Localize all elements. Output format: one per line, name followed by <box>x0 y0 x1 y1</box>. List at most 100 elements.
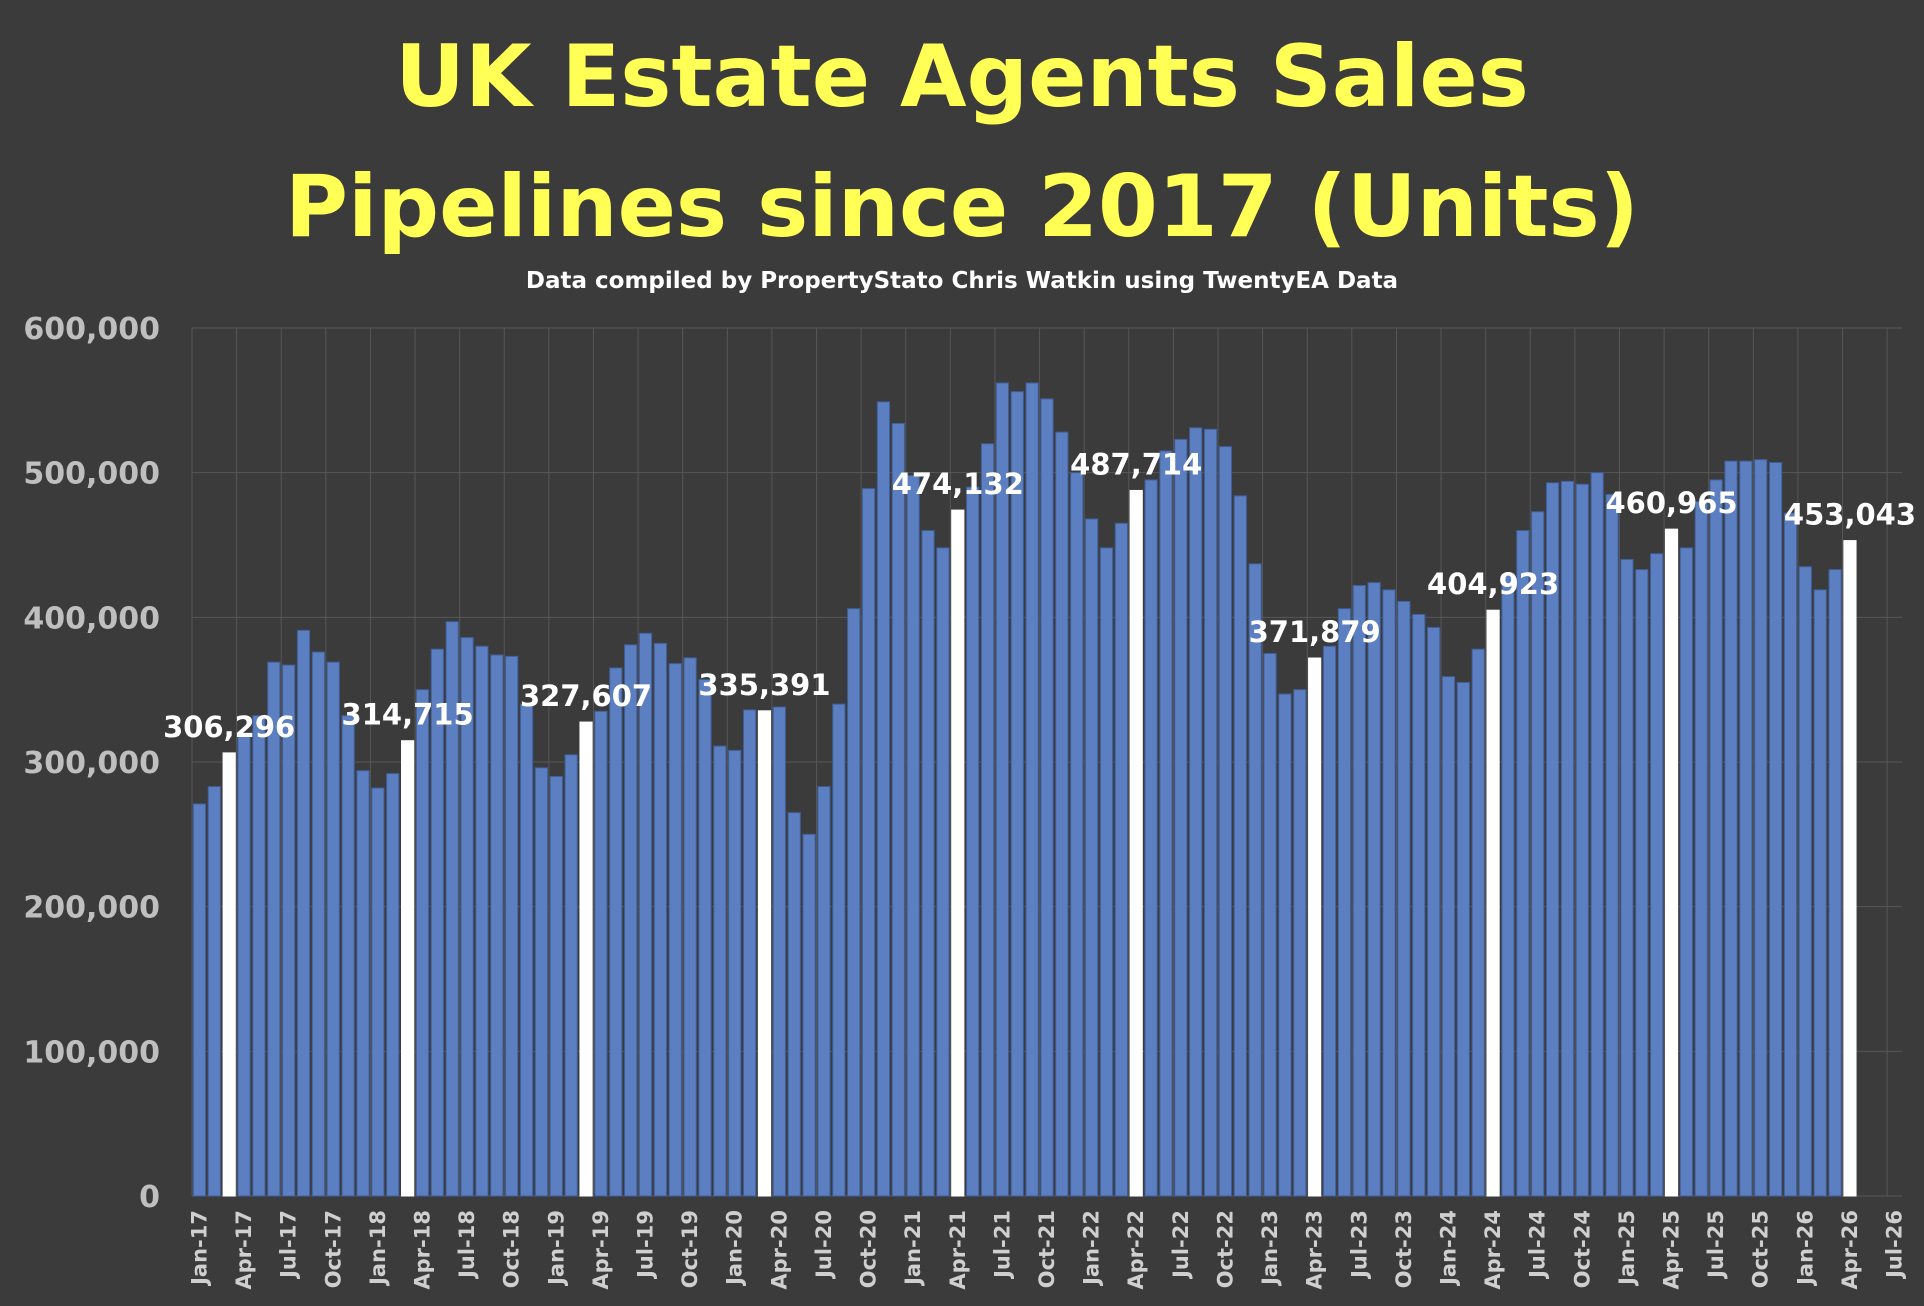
x-tick-label: Apr-20 <box>767 1210 791 1290</box>
highlighted-bar <box>1664 528 1679 1197</box>
bar <box>1382 589 1396 1197</box>
bar <box>445 621 459 1197</box>
bar <box>415 689 430 1197</box>
bar <box>505 655 519 1197</box>
x-tick-label: Apr-18 <box>410 1210 434 1290</box>
bar <box>1605 493 1619 1197</box>
x-tick-label: Jan-23 <box>1258 1210 1282 1287</box>
bar <box>1159 450 1173 1197</box>
x-tick-label: Jul-24 <box>1526 1210 1550 1280</box>
bar <box>624 644 638 1197</box>
bar <box>1575 483 1589 1197</box>
chart-subtitle: Data compiled by PropertyStato Chris Wat… <box>526 268 1398 294</box>
bar <box>653 642 667 1197</box>
bar <box>995 382 1009 1197</box>
x-tick-label: Jul-20 <box>812 1210 836 1280</box>
x-tick-label: Oct-22 <box>1213 1210 1237 1288</box>
bar <box>1739 460 1753 1197</box>
bar <box>638 632 653 1197</box>
x-tick-label: Oct-18 <box>500 1210 524 1288</box>
highlighted-bar <box>1308 657 1322 1197</box>
bar <box>549 775 563 1197</box>
bar <box>1427 626 1441 1197</box>
highlighted-bar <box>579 721 593 1197</box>
x-tick-label: Jul-22 <box>1169 1210 1193 1280</box>
bar <box>1278 693 1292 1197</box>
bar <box>668 663 682 1197</box>
x-tick-label: Jul-23 <box>1347 1210 1371 1280</box>
bar <box>1040 398 1054 1197</box>
bar <box>1010 391 1024 1197</box>
bar <box>1070 472 1084 1197</box>
x-tick-label: Jul-17 <box>277 1210 301 1280</box>
bar <box>1352 585 1366 1197</box>
bar <box>1650 553 1664 1197</box>
highlighted-bar <box>222 752 236 1197</box>
x-tick-label: Oct-24 <box>1570 1210 1594 1288</box>
bar <box>980 443 995 1197</box>
data-label: 404,923 <box>1427 567 1559 601</box>
bar <box>1828 569 1842 1197</box>
x-axis-tick-labels: Jan-17 Apr-17 Jul-17 Oct-17 Jan-18 Apr-18 Jul-… <box>187 1210 1906 1290</box>
y-axis-tick-labels: 0 100,000 200,000 300,000 400,000 500,000 600,… <box>23 312 160 1215</box>
x-tick-label: Jul-25 <box>1704 1210 1728 1280</box>
data-label: 474,132 <box>892 467 1024 501</box>
bar <box>460 637 474 1197</box>
bar <box>1085 518 1099 1197</box>
bar <box>564 754 578 1197</box>
bar <box>1203 428 1218 1197</box>
bar <box>921 530 935 1197</box>
bar <box>534 767 549 1197</box>
bar <box>1397 600 1411 1197</box>
bar <box>1590 472 1604 1197</box>
bar <box>1798 566 1812 1197</box>
bar <box>847 608 861 1197</box>
bar <box>728 749 742 1197</box>
bar <box>252 715 266 1197</box>
bar <box>1783 512 1798 1197</box>
bar <box>876 401 891 1197</box>
bars <box>192 382 1857 1197</box>
y-tick-label: 600,000 <box>23 312 160 347</box>
bar <box>1248 563 1262 1197</box>
bar <box>519 703 534 1197</box>
bar <box>772 706 786 1197</box>
x-tick-label: Apr-25 <box>1660 1210 1684 1290</box>
bar <box>356 770 370 1197</box>
bar <box>1293 689 1307 1197</box>
x-tick-label: Jan-25 <box>1615 1210 1639 1287</box>
bar <box>1724 460 1738 1197</box>
data-label: 371,879 <box>1249 615 1381 649</box>
bar <box>1367 582 1381 1197</box>
bar <box>1501 573 1515 1197</box>
x-tick-label: Apr-24 <box>1481 1210 1505 1290</box>
highlighted-bar <box>401 740 415 1197</box>
bar <box>817 786 831 1197</box>
bar <box>1560 480 1575 1197</box>
bar <box>341 715 355 1197</box>
bar <box>1813 589 1827 1197</box>
bar <box>326 661 340 1197</box>
bar <box>192 803 207 1197</box>
bar <box>282 664 296 1197</box>
bar <box>1694 501 1708 1197</box>
data-label: 460,965 <box>1605 486 1737 520</box>
bar <box>906 475 920 1197</box>
x-tick-label: Jan-20 <box>723 1210 747 1287</box>
data-label: 327,607 <box>520 679 652 713</box>
bar <box>1174 438 1188 1197</box>
highlighted-bar <box>1129 489 1143 1197</box>
y-tick-label: 400,000 <box>23 601 160 636</box>
bar <box>1337 608 1351 1197</box>
bar <box>936 547 950 1197</box>
bar <box>475 645 489 1197</box>
bar <box>490 654 504 1197</box>
x-tick-label: Jul-19 <box>634 1210 658 1280</box>
bar <box>861 488 876 1197</box>
x-tick-label: Jan-18 <box>366 1210 390 1287</box>
x-tick-label: Apr-23 <box>1303 1210 1327 1290</box>
x-tick-label: Apr-17 <box>232 1210 256 1290</box>
bar <box>1709 479 1723 1197</box>
bar <box>1114 522 1128 1197</box>
